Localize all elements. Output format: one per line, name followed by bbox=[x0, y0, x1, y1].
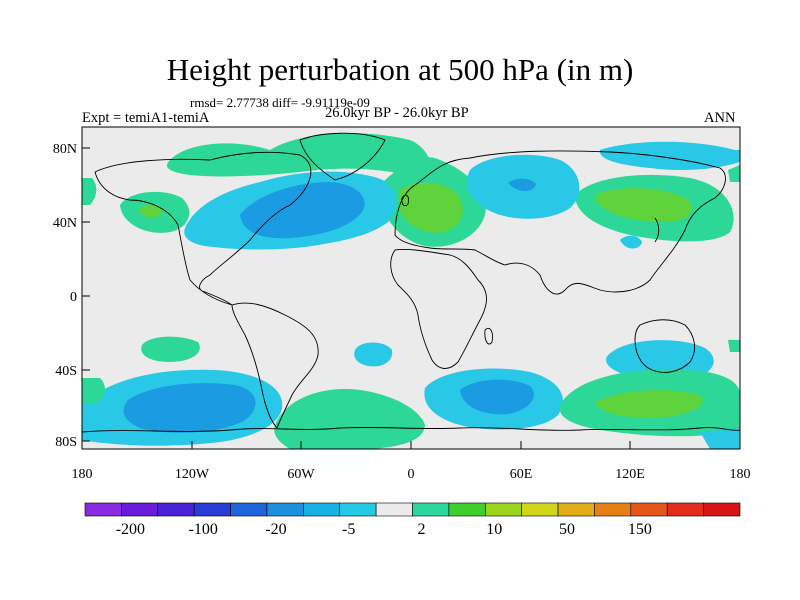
colorbar-swatch bbox=[557, 502, 595, 517]
colorbar-swatch bbox=[303, 502, 341, 517]
rmsd-annotation: rmsd= 2.77738 diff= -9.91119e-09 bbox=[190, 95, 370, 110]
lat-label-80n: 80N bbox=[53, 142, 77, 157]
greenland-coast bbox=[299, 132, 386, 181]
colorbar-swatch bbox=[594, 502, 632, 517]
colorbar-tick-label: -100 bbox=[189, 521, 218, 538]
positive-anomaly-regions bbox=[82, 133, 740, 247]
lat-label-40n: 40N bbox=[53, 216, 77, 231]
season-label: ANN bbox=[704, 110, 736, 126]
colorbar-swatch bbox=[339, 502, 377, 517]
period-label: 26.0kyr BP - 26.0kyr BP bbox=[325, 105, 469, 121]
africa-coast bbox=[390, 249, 487, 369]
colorbar-swatch bbox=[448, 502, 486, 517]
colorbar-swatch bbox=[121, 502, 159, 517]
south-america-coast bbox=[231, 302, 319, 429]
west-positive-edge bbox=[82, 178, 97, 205]
arctic-positive bbox=[166, 133, 431, 178]
lon-label-0: 0 bbox=[408, 467, 415, 482]
antarctica-coast bbox=[82, 426, 740, 433]
europe-positive-core bbox=[400, 182, 463, 233]
lon-label-180w: 180 bbox=[72, 467, 93, 482]
colorbar-swatch bbox=[666, 502, 704, 517]
east-positive-edge bbox=[728, 165, 740, 182]
south-pacific-negative-core bbox=[123, 383, 256, 433]
lon-label-60e: 60E bbox=[510, 467, 533, 482]
lon-label-60w: 60W bbox=[287, 467, 315, 482]
asia-positive-core bbox=[595, 188, 693, 222]
arctic-negative bbox=[599, 141, 740, 170]
japan-coast bbox=[654, 217, 660, 243]
contour-field bbox=[82, 127, 740, 449]
south-indian-negative-core bbox=[460, 379, 534, 415]
west-edge-positive bbox=[82, 378, 105, 404]
japan-negative bbox=[620, 235, 642, 249]
negative-anomaly-regions bbox=[184, 141, 740, 250]
coastlines bbox=[82, 132, 740, 433]
colorbar-swatch bbox=[266, 502, 304, 517]
colorbar-labels: -200 -100 -20 -5 2 10 50 150 bbox=[116, 521, 652, 538]
colorbar-swatch bbox=[703, 502, 741, 517]
antarctic-edge-negative bbox=[700, 428, 740, 449]
eurasia-coast bbox=[394, 150, 726, 295]
lon-label-120e: 120E bbox=[615, 467, 645, 482]
colorbar-swatch bbox=[84, 502, 122, 517]
southern-ocean-positive bbox=[274, 389, 425, 449]
colorbar-swatch bbox=[484, 502, 522, 517]
sw-pacific-positive-core bbox=[595, 390, 703, 418]
axis-ticks bbox=[81, 147, 741, 449]
se-pacific-positive bbox=[141, 336, 200, 362]
australia-coast bbox=[634, 319, 696, 373]
lat-label-80s: 80S bbox=[55, 435, 77, 450]
experiment-label: Expt = temiA1-temiA bbox=[82, 110, 210, 126]
colorbar-tick-label: -20 bbox=[265, 521, 286, 538]
southern-anomaly-regions bbox=[82, 336, 740, 449]
north-america-coast bbox=[94, 151, 312, 306]
colorbar-tick-label: -200 bbox=[116, 521, 145, 538]
atlantic-negative-core bbox=[240, 182, 365, 239]
pacific-positive-core bbox=[138, 204, 163, 218]
colorbar bbox=[84, 502, 741, 517]
colorbar-tick-label: -5 bbox=[342, 521, 355, 538]
siberia-negative-core bbox=[508, 178, 536, 191]
lat-label-40s: 40S bbox=[55, 364, 77, 379]
colorbar-swatch bbox=[412, 502, 450, 517]
colorbar-swatch bbox=[375, 502, 413, 517]
colorbar-swatch bbox=[521, 502, 559, 517]
lat-label-0: 0 bbox=[70, 290, 77, 305]
madagascar-coast bbox=[484, 327, 493, 345]
east-edge-positive bbox=[728, 340, 740, 352]
colorbar-swatch bbox=[157, 502, 195, 517]
colorbar-tick-label: 10 bbox=[486, 521, 502, 538]
colorbar-tick-label: 2 bbox=[418, 521, 426, 538]
colorbar-tick-label: 50 bbox=[559, 521, 575, 538]
colorbar-swatch bbox=[230, 502, 268, 517]
lon-label-180e: 180 bbox=[730, 467, 751, 482]
colorbar-tick-label: 150 bbox=[628, 521, 652, 538]
lon-label-120w: 120W bbox=[175, 467, 210, 482]
south-atlantic-negative bbox=[354, 342, 393, 367]
colorbar-swatch bbox=[193, 502, 231, 517]
colorbar-swatch bbox=[630, 502, 668, 517]
plot-title: Height perturbation at 500 hPa (in m) bbox=[166, 52, 634, 87]
uk-coast bbox=[401, 194, 409, 207]
